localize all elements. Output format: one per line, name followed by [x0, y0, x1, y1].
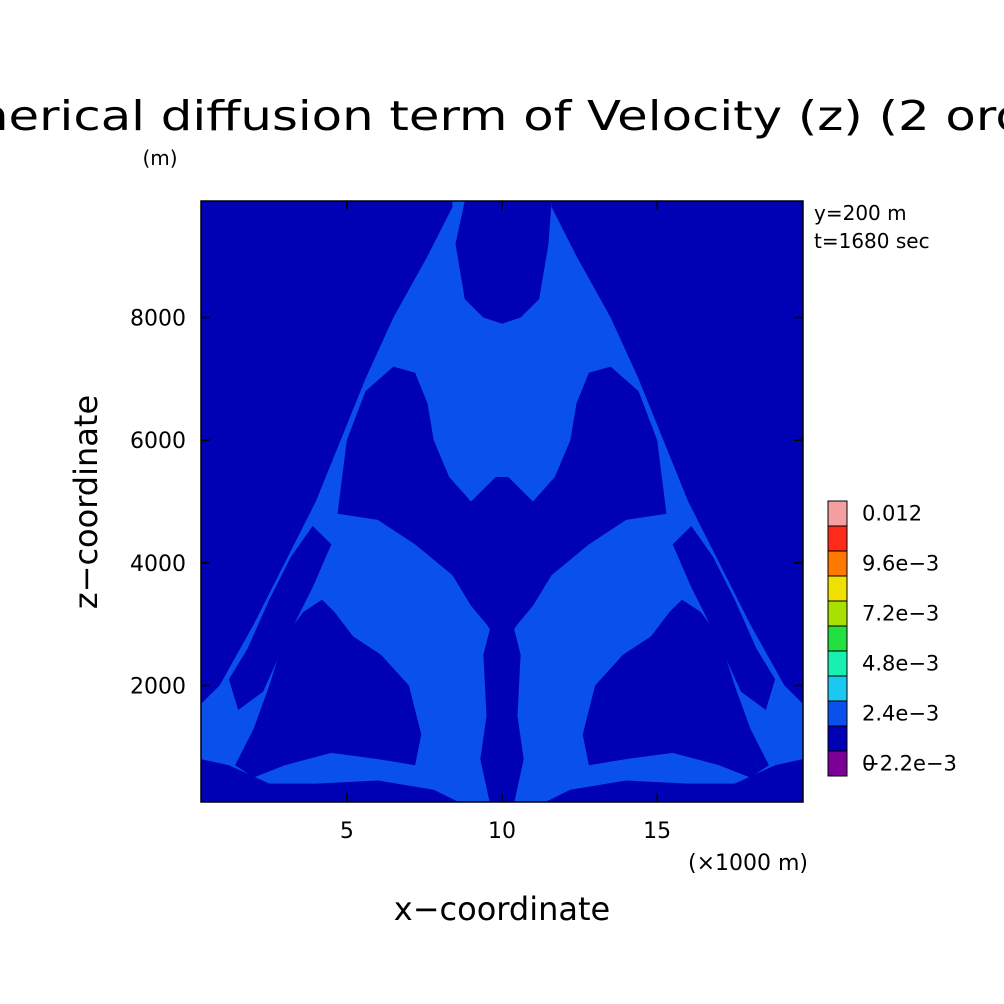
chart-title: nerical diffusion term of Velocity (z) (…	[0, 92, 1004, 140]
colorbar-label: 9.6e−3	[862, 552, 939, 576]
y-tick-label: 4000	[130, 552, 186, 577]
contour-region-right-wing-dark	[582, 599, 769, 778]
y-tick-label: 2000	[130, 674, 186, 699]
colorbar-label: −2.2e−3	[862, 752, 957, 776]
y-axis-label: z−coordinate	[67, 395, 105, 609]
contour-region-center-stem-dark	[480, 618, 524, 802]
colorbar-swatch	[827, 575, 848, 602]
annotation-y: y=200 m	[814, 201, 907, 225]
colorbar-swatch	[827, 725, 848, 752]
title-unit: (m)	[142, 146, 177, 170]
axis-ticks: 5 10 15 2000 4000 6000 8000	[130, 201, 803, 844]
contour-region-center-bell-dark	[337, 366, 667, 643]
contour-region-bottom-right-dark	[545, 759, 803, 802]
colorbar-label: 0.012	[862, 502, 922, 526]
contour-region-right-edge-dark	[551, 201, 803, 704]
colorbar-swatch	[827, 550, 848, 577]
colorbar-swatch	[827, 650, 848, 677]
colorbar-swatch	[827, 700, 848, 727]
annotation-t: t=1680 sec	[814, 229, 930, 253]
colorbar-label: 0	[862, 752, 875, 776]
x-tick-label: 15	[643, 819, 671, 844]
contour-region-left-wing-dark	[235, 599, 422, 778]
x-tick-label: 5	[340, 819, 354, 844]
contour-region-top-center-dark	[455, 201, 552, 324]
x-axis-unit: (×1000 m)	[688, 851, 808, 876]
colorbar-label: 4.8e−3	[862, 652, 939, 676]
colorbar-swatch	[827, 750, 848, 777]
colorbar-swatch	[827, 600, 848, 627]
contour-region-left-edge-dark	[201, 201, 453, 704]
colorbar-swatch	[827, 625, 848, 652]
colorbar-label: 2.4e−3	[862, 702, 939, 726]
contour-region-bottom-left-dark	[201, 759, 459, 802]
colorbar-label: 7.2e−3	[862, 602, 939, 626]
contour-region-left-mid-dark	[228, 526, 332, 710]
contour-region-right-mid-dark	[672, 526, 776, 710]
y-tick-label: 8000	[130, 307, 186, 332]
x-tick-label: 10	[488, 819, 516, 844]
colorbar-swatch	[827, 675, 848, 702]
colorbar: 0.012 9.6e−3 7.2e−3 4.8e−3 2.4e−3 0−2.2e−3	[827, 500, 957, 777]
colorbar-swatch	[827, 500, 848, 527]
colorbar-swatch	[827, 525, 848, 552]
y-tick-label: 6000	[130, 429, 186, 454]
x-axis-label: x−coordinate	[394, 890, 610, 928]
contour-regions	[201, 201, 803, 802]
